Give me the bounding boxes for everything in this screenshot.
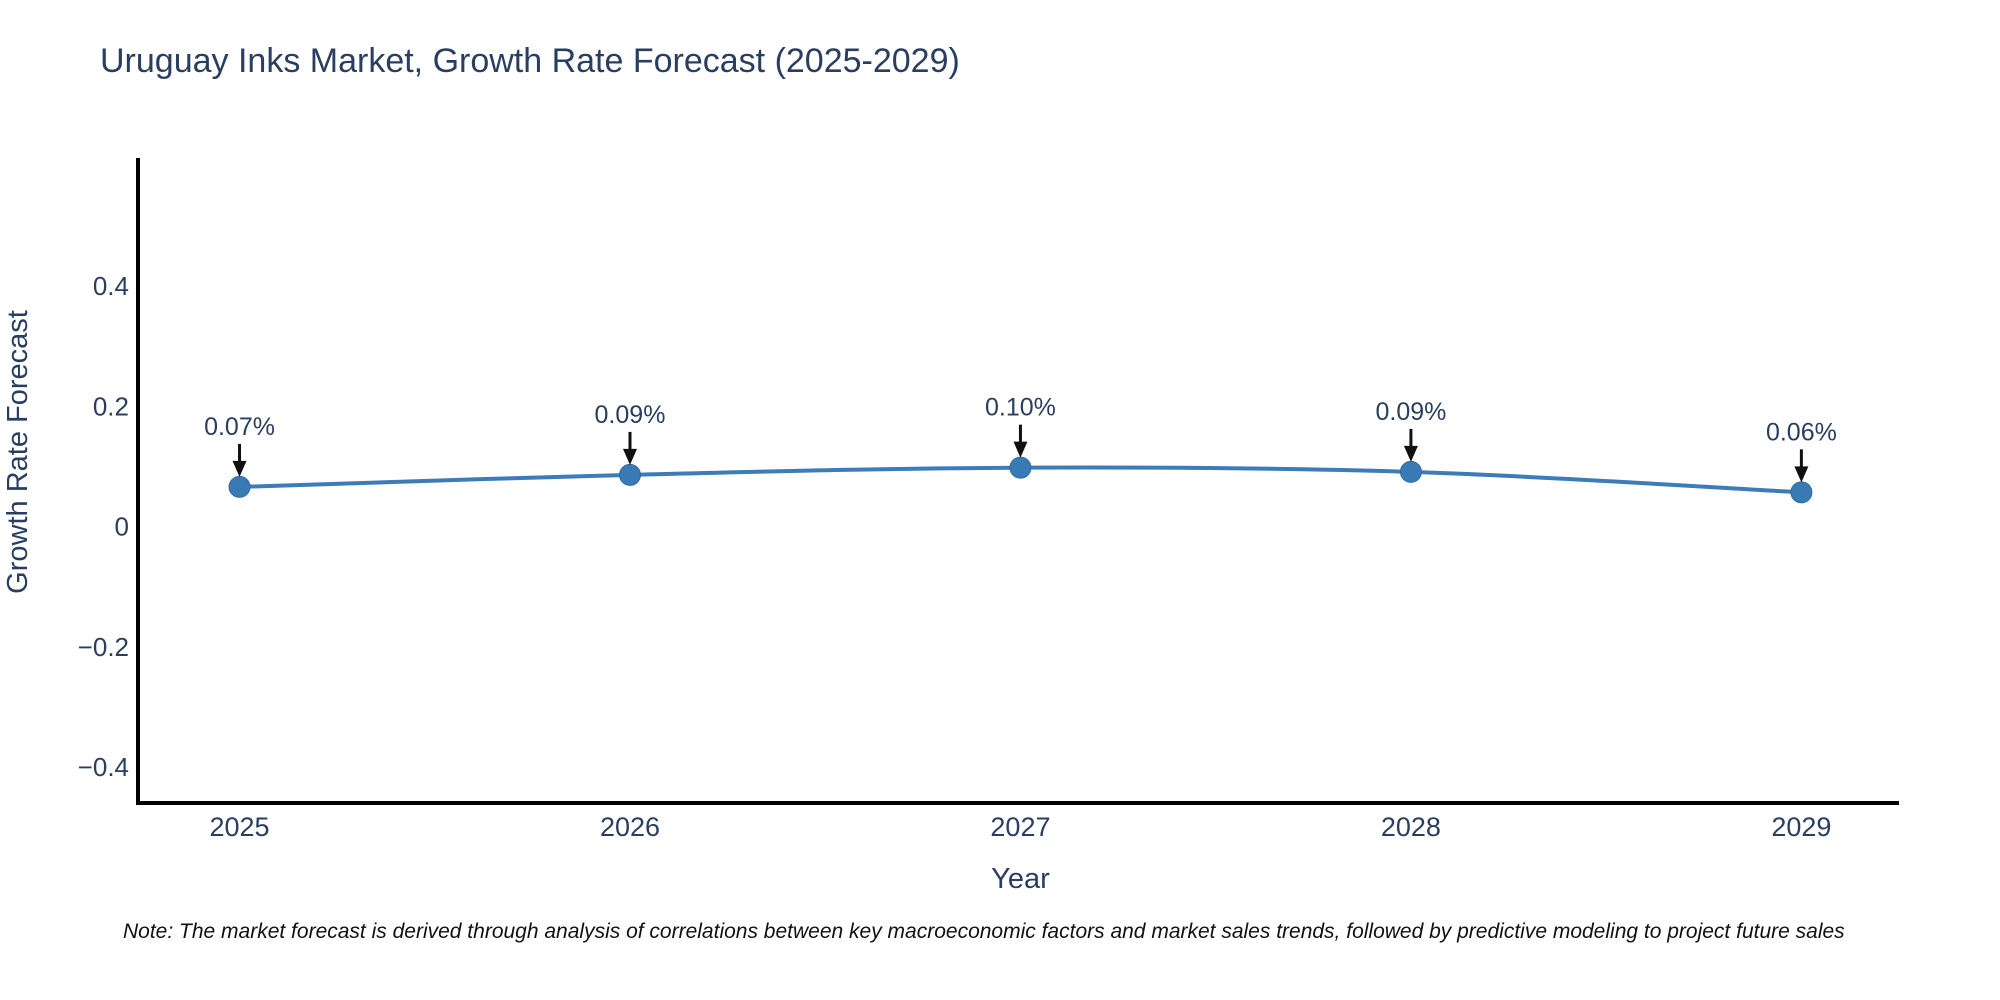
annotation-arrow-head	[1013, 441, 1028, 458]
data-point-marker	[1399, 460, 1422, 483]
point-annotation-label: 0.07%	[204, 413, 275, 441]
x-tick-label: 2029	[1771, 812, 1831, 842]
y-tick-label: 0	[115, 512, 129, 542]
y-tick-label: 0.4	[93, 271, 129, 301]
y-tick-label: 0.2	[93, 391, 129, 421]
annotation-arrow-head	[1403, 445, 1418, 462]
annotation-arrow-head	[622, 448, 637, 465]
y-tick-label: −0.2	[78, 632, 129, 662]
data-point-marker	[618, 463, 641, 486]
x-tick-label: 2028	[1381, 812, 1441, 842]
annotation-arrow-head	[1794, 466, 1809, 483]
chart-title: Uruguay Inks Market, Growth Rate Forecas…	[100, 42, 960, 80]
annotation-arrow-head	[232, 460, 247, 477]
data-point-marker	[228, 475, 251, 498]
point-annotation-label: 0.06%	[1766, 418, 1837, 446]
x-tick-label: 2026	[600, 812, 660, 842]
point-annotation-label: 0.09%	[1375, 398, 1446, 426]
y-tick-label: −0.4	[78, 752, 129, 782]
data-point-marker	[1009, 456, 1032, 479]
point-annotation-label: 0.09%	[595, 401, 666, 429]
data-point-marker	[1790, 481, 1813, 504]
point-annotation-label: 0.10%	[985, 394, 1056, 422]
x-tick-label: 2025	[209, 812, 269, 842]
y-axis-title: Growth Rate Forecast	[2, 310, 34, 594]
axis-lines	[136, 158, 1899, 805]
x-tick-label: 2027	[990, 812, 1050, 842]
x-axis-title: Year	[991, 863, 1050, 895]
footnote-text: Note: The market forecast is derived thr…	[123, 920, 1845, 943]
